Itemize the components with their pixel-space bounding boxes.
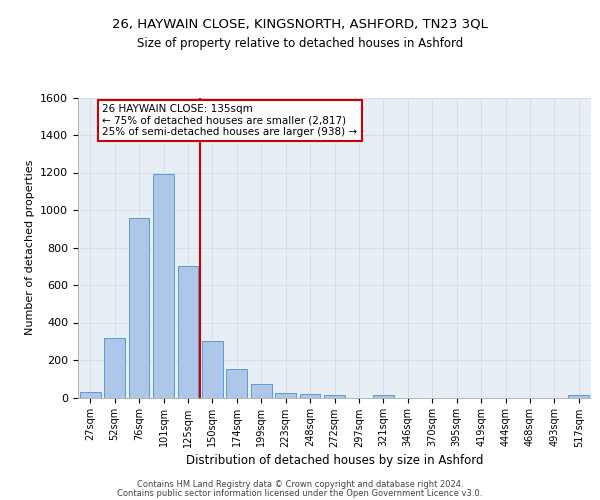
Bar bbox=[275, 393, 296, 398]
Bar bbox=[299, 394, 320, 398]
Y-axis label: Number of detached properties: Number of detached properties bbox=[25, 160, 35, 335]
Text: Contains public sector information licensed under the Open Government Licence v3: Contains public sector information licen… bbox=[118, 489, 482, 498]
Bar bbox=[251, 384, 272, 398]
Text: Size of property relative to detached houses in Ashford: Size of property relative to detached ho… bbox=[137, 38, 463, 51]
Bar bbox=[153, 174, 174, 398]
Bar bbox=[324, 394, 345, 398]
Text: 26, HAYWAIN CLOSE, KINGSNORTH, ASHFORD, TN23 3QL: 26, HAYWAIN CLOSE, KINGSNORTH, ASHFORD, … bbox=[112, 18, 488, 30]
Bar bbox=[373, 394, 394, 398]
Bar bbox=[104, 338, 125, 398]
Text: Contains HM Land Registry data © Crown copyright and database right 2024.: Contains HM Land Registry data © Crown c… bbox=[137, 480, 463, 489]
Bar bbox=[178, 266, 199, 398]
Bar bbox=[128, 218, 149, 398]
Bar bbox=[226, 370, 247, 398]
Bar bbox=[568, 394, 589, 398]
X-axis label: Distribution of detached houses by size in Ashford: Distribution of detached houses by size … bbox=[186, 454, 483, 466]
Text: 26 HAYWAIN CLOSE: 135sqm
← 75% of detached houses are smaller (2,817)
25% of sem: 26 HAYWAIN CLOSE: 135sqm ← 75% of detach… bbox=[103, 104, 358, 138]
Bar bbox=[202, 341, 223, 398]
Bar bbox=[80, 392, 101, 398]
